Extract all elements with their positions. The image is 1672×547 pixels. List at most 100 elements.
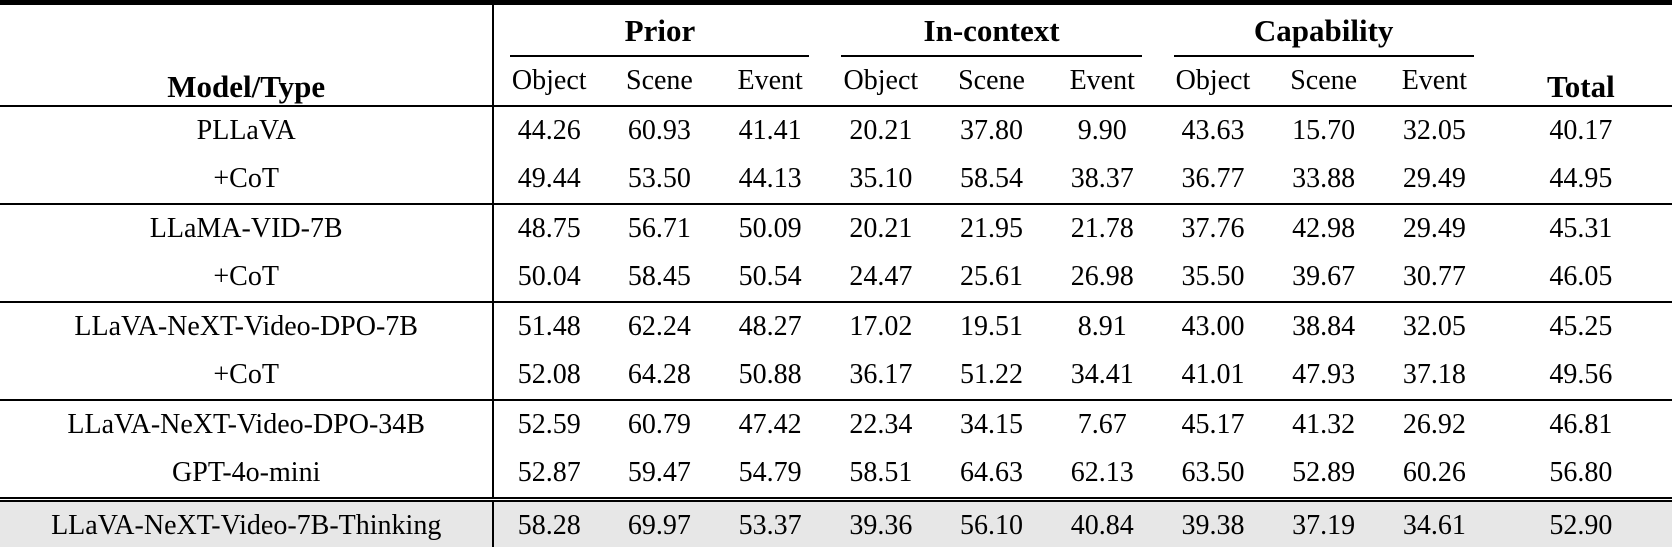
value-cell: 15.70 bbox=[1292, 115, 1356, 146]
value-cell: 34.61 bbox=[1379, 497, 1490, 547]
value-cell: 34.15 bbox=[936, 399, 1047, 449]
value-cell: 34.41 bbox=[1070, 359, 1134, 390]
value-cell: 64.28 bbox=[627, 359, 691, 390]
value-cell: 20.21 bbox=[825, 203, 937, 253]
table-row: +CoT 52.08 64.28 50.88 36.17 51.22 34.41 41.01 4… bbox=[0, 351, 1672, 400]
value-cell: 24.47 bbox=[849, 261, 913, 292]
value-cell: 63.50 bbox=[1181, 457, 1245, 488]
sub-header-incontext-event: Event bbox=[1046, 57, 1158, 107]
value-cell: 56.10 bbox=[936, 497, 1047, 547]
value-cell: 22.34 bbox=[825, 399, 937, 449]
value-cell: 25.61 bbox=[960, 261, 1024, 292]
value-cell: 49.44 bbox=[492, 155, 605, 204]
model-type-header: Model/Type bbox=[0, 5, 494, 107]
table-row: LLaMA-VID-7B 48.75 56.71 50.09 20.21 21.95 21.… bbox=[0, 203, 1672, 253]
total-cell: 46.81 bbox=[1489, 399, 1672, 449]
value-cell: 47.42 bbox=[714, 399, 826, 449]
table-row: LLaVA-NeXT-Video-DPO-34B 52.59 60.79 47.42 2… bbox=[0, 399, 1672, 449]
value-cell: 35.50 bbox=[1181, 261, 1245, 292]
value-cell: 37.76 bbox=[1157, 203, 1269, 253]
group-label-prior: Prior bbox=[510, 14, 810, 57]
value-cell: 60.26 bbox=[1402, 457, 1466, 488]
value-cell: 48.75 bbox=[492, 203, 605, 253]
total-cell: 52.90 bbox=[1489, 497, 1672, 547]
table-row: PLLaVA 44.26 60.93 41.41 20.21 37.80 9.90 43.63… bbox=[0, 106, 1672, 155]
value-cell: 50.88 bbox=[738, 359, 802, 390]
sub-header-prior-event: Event bbox=[714, 57, 826, 107]
value-cell: 41.41 bbox=[738, 115, 802, 146]
total-cell: 45.25 bbox=[1489, 301, 1672, 351]
model-cell: LLaVA-NeXT-Video-DPO-7B bbox=[0, 301, 494, 351]
group-label-in-context: In-context bbox=[841, 14, 1142, 57]
table-row: +CoT 49.44 53.50 44.13 35.10 58.54 38.37 36.77 3… bbox=[0, 155, 1672, 204]
model-cell: +CoT bbox=[213, 261, 279, 292]
sub-header-incontext-scene: Scene bbox=[936, 57, 1047, 107]
value-cell: 37.80 bbox=[960, 115, 1024, 146]
value-cell: 41.32 bbox=[1268, 399, 1379, 449]
value-cell: 40.84 bbox=[1046, 497, 1158, 547]
value-cell: 37.19 bbox=[1268, 497, 1379, 547]
value-cell: 39.38 bbox=[1157, 497, 1269, 547]
table-body: PLLaVA 44.26 60.93 41.41 20.21 37.80 9.90 43.63… bbox=[0, 106, 1672, 547]
table-row: +CoT 50.04 58.45 50.54 24.47 25.61 26.98 35.50 3… bbox=[0, 253, 1672, 302]
value-cell: 53.37 bbox=[714, 497, 826, 547]
value-cell: 36.77 bbox=[1181, 163, 1245, 194]
model-cell: +CoT bbox=[213, 359, 279, 390]
value-cell: 26.98 bbox=[1070, 261, 1134, 292]
value-cell: 37.18 bbox=[1402, 359, 1466, 390]
value-cell: 58.51 bbox=[849, 457, 913, 488]
table-row: LLaVA-NeXT-Video-7B-Thinking 58.28 69.97 53… bbox=[0, 497, 1672, 547]
model-cell: GPT-4o-mini bbox=[172, 457, 321, 488]
table-row: LLaVA-NeXT-Video-DPO-7B 51.48 62.24 48.27 17… bbox=[0, 301, 1672, 351]
value-cell: 58.54 bbox=[960, 163, 1024, 194]
total-cell: 40.17 bbox=[1549, 115, 1613, 146]
group-header-capability: Capability bbox=[1158, 5, 1490, 57]
value-cell: 50.04 bbox=[492, 253, 605, 302]
value-cell: 43.00 bbox=[1157, 301, 1269, 351]
value-cell: 8.91 bbox=[1046, 301, 1158, 351]
model-cell: LLaVA-NeXT-Video-7B-Thinking bbox=[0, 497, 494, 547]
value-cell: 29.49 bbox=[1402, 163, 1466, 194]
value-cell: 52.08 bbox=[492, 351, 605, 400]
sub-header-row: Object Scene Event Object Scene Event Ob… bbox=[0, 57, 1672, 107]
sub-header-prior-object: Object bbox=[492, 57, 605, 107]
value-cell: 39.36 bbox=[825, 497, 937, 547]
group-header-in-context: In-context bbox=[825, 5, 1157, 57]
value-cell: 52.87 bbox=[492, 449, 605, 500]
table-top-rule bbox=[0, 0, 1672, 5]
value-cell: 21.95 bbox=[936, 203, 1047, 253]
value-cell: 50.54 bbox=[738, 261, 802, 292]
value-cell: 33.88 bbox=[1292, 163, 1356, 194]
sub-header-capability-scene: Scene bbox=[1268, 57, 1379, 107]
model-cell: LLaVA-NeXT-Video-DPO-34B bbox=[0, 399, 494, 449]
value-cell: 36.17 bbox=[849, 359, 913, 390]
value-cell: 58.28 bbox=[492, 497, 605, 547]
table-row: GPT-4o-mini 52.87 59.47 54.79 58.51 64.63 62.1… bbox=[0, 449, 1672, 500]
model-cell: +CoT bbox=[213, 163, 279, 194]
group-header-row: Model/Type Prior In-context Capability T… bbox=[0, 5, 1672, 107]
value-cell: 48.27 bbox=[714, 301, 826, 351]
value-cell: 56.71 bbox=[604, 203, 715, 253]
value-cell: 60.79 bbox=[604, 399, 715, 449]
results-table: Model/Type Prior In-context Capability T… bbox=[0, 5, 1672, 547]
total-cell: 44.95 bbox=[1549, 163, 1613, 194]
sub-header-capability-object: Object bbox=[1157, 57, 1269, 107]
group-header-prior: Prior bbox=[492, 5, 826, 57]
value-cell: 39.67 bbox=[1292, 261, 1356, 292]
value-cell: 51.48 bbox=[492, 301, 605, 351]
sub-header-capability-event: Event bbox=[1379, 57, 1490, 107]
value-cell: 62.24 bbox=[604, 301, 715, 351]
value-cell: 52.59 bbox=[492, 399, 605, 449]
value-cell: 44.26 bbox=[492, 106, 605, 155]
value-cell: 44.13 bbox=[738, 163, 802, 194]
value-cell: 45.17 bbox=[1157, 399, 1269, 449]
value-cell: 32.05 bbox=[1402, 115, 1466, 146]
value-cell: 32.05 bbox=[1379, 301, 1490, 351]
value-cell: 41.01 bbox=[1181, 359, 1245, 390]
value-cell: 60.93 bbox=[627, 115, 691, 146]
total-cell: 49.56 bbox=[1549, 359, 1613, 390]
value-cell: 58.45 bbox=[627, 261, 691, 292]
table-header: Model/Type Prior In-context Capability T… bbox=[0, 5, 1672, 107]
model-cell: LLaMA-VID-7B bbox=[0, 203, 494, 253]
sub-header-prior-scene: Scene bbox=[604, 57, 715, 107]
